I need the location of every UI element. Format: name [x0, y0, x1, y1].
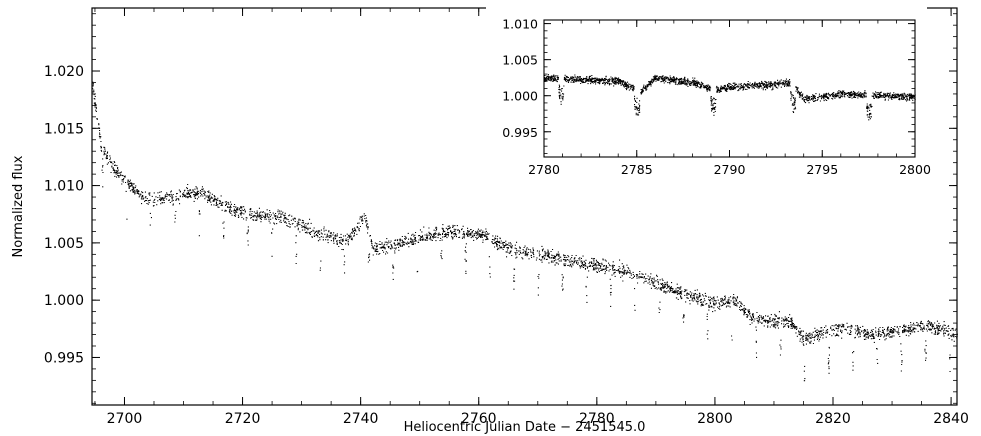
x-tick-label: 2780: [579, 411, 615, 427]
x-tick-label: 2785: [621, 162, 653, 177]
inset-y-axis-ticks: 0.995 1.000 1.005 1.010: [502, 17, 915, 154]
x-tick-label: 2790: [714, 162, 746, 177]
y-tick-label: 0.995: [44, 350, 84, 366]
x-tick-label: 2720: [225, 411, 261, 427]
y-tick-label: 1.000: [44, 293, 84, 309]
x-tick-label: 2760: [461, 411, 497, 427]
data-points-path: [544, 74, 916, 121]
inset-data-points: [544, 74, 916, 121]
x-tick-label: 2740: [343, 411, 379, 427]
data-points-path: [92, 81, 958, 382]
y-tick-label: 1.010: [44, 179, 84, 195]
main-plot-panel: 2700 2720 2740 2760 2780 2800 2820 2840 0.995 1.…: [11, 7, 969, 435]
x-tick-label: 2820: [815, 411, 851, 427]
main-x-axis-label: Heliocentric Julian Date − 2451545.0: [404, 420, 646, 435]
y-tick-label: 1.020: [44, 64, 84, 80]
main-y-axis-ticks: 0.995 1.000 1.005 1.010 1.015 1.020: [44, 13, 957, 404]
y-tick-label: 1.015: [44, 121, 84, 137]
x-tick-label: 2795: [806, 162, 838, 177]
y-tick-label: 1.010: [502, 17, 538, 32]
x-tick-label: 2840: [933, 411, 969, 427]
y-tick-label: 1.000: [502, 89, 538, 104]
y-tick-label: 1.005: [502, 53, 538, 68]
x-tick-label: 2800: [899, 162, 931, 177]
main-x-axis-ticks: 2700 2720 2740 2760 2780 2800 2820 2840: [94, 8, 969, 427]
y-tick-label: 0.995: [502, 125, 538, 140]
inset-x-axis-ticks: 2780 2785 2790 2795 2800: [528, 20, 931, 177]
inset-background: [486, 6, 927, 177]
main-y-axis-label: Normalized flux: [11, 155, 26, 257]
y-tick-label: 1.005: [44, 236, 84, 252]
x-tick-label: 2700: [107, 411, 143, 427]
x-tick-label: 2780: [528, 162, 560, 177]
x-tick-label: 2800: [697, 411, 733, 427]
main-data-points: [92, 81, 958, 382]
inset-plot-panel: 2780 2785 2790 2795 2800 0.995 1.000 1.005 1.01…: [486, 6, 931, 177]
